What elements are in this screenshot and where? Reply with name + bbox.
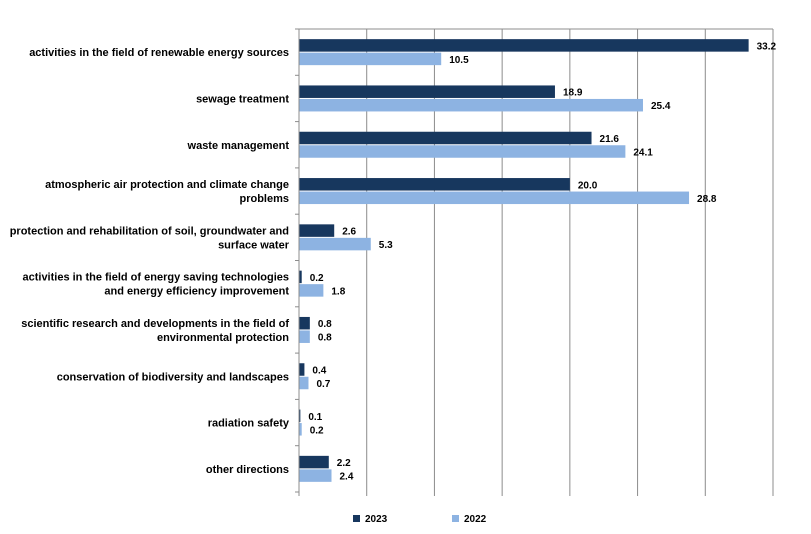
data-label-2022: 0.2 bbox=[310, 425, 324, 436]
bar-2023 bbox=[299, 409, 301, 423]
data-label-2023: 18.9 bbox=[563, 88, 583, 99]
bar-2022 bbox=[299, 145, 626, 158]
bar-2023 bbox=[299, 455, 329, 469]
category-label: activities in the field of energy saving… bbox=[22, 272, 289, 298]
category-label: waste management bbox=[187, 140, 290, 152]
data-label-2023: 20.0 bbox=[578, 180, 598, 191]
bar-2022 bbox=[299, 191, 690, 205]
bar-2022 bbox=[299, 52, 442, 66]
category-label: activities in the field of renewable ene… bbox=[29, 47, 289, 59]
data-label-2023: 0.1 bbox=[308, 412, 322, 423]
data-label-2023: 21.6 bbox=[600, 134, 620, 145]
data-label-2022: 10.5 bbox=[449, 55, 469, 66]
data-label-2022: 0.7 bbox=[316, 379, 330, 390]
data-label-2022: 1.8 bbox=[331, 286, 345, 297]
legend-swatch-2023 bbox=[353, 515, 360, 522]
bar-2023 bbox=[299, 363, 305, 376]
category-labels: activities in the field of renewable ene… bbox=[10, 47, 290, 476]
bar-2022 bbox=[299, 284, 324, 297]
category-label: scientific research and developments in … bbox=[21, 318, 289, 344]
data-label-2022: 0.8 bbox=[318, 333, 332, 344]
category-label: other directions bbox=[206, 464, 289, 476]
data-label-2022: 25.4 bbox=[651, 101, 671, 112]
bar-2022 bbox=[299, 469, 332, 482]
data-label-2022: 24.1 bbox=[633, 148, 653, 159]
bar-2023 bbox=[299, 224, 335, 237]
bar-2023 bbox=[299, 131, 592, 145]
bars bbox=[299, 39, 749, 482]
category-label: atmospheric air protection and climate c… bbox=[45, 179, 289, 205]
bar-2023 bbox=[299, 316, 310, 330]
category-label: sewage treatment bbox=[196, 93, 289, 105]
legend-label-2022: 2022 bbox=[464, 514, 487, 525]
category-label: radiation safety bbox=[208, 418, 290, 430]
data-label-2023: 2.6 bbox=[342, 227, 356, 238]
bar-2023 bbox=[299, 85, 555, 98]
value-labels: 33.2 18.9 21.6 20.0 2.6 0.2 0.8 0.4 0.1 2.2 10.5 25… bbox=[308, 41, 776, 482]
bar-2023 bbox=[299, 178, 570, 191]
bar-2022 bbox=[299, 98, 643, 112]
data-label-2022: 28.8 bbox=[697, 194, 717, 205]
bar-2022 bbox=[299, 237, 371, 251]
gridlines bbox=[299, 28, 774, 492]
bar-2022 bbox=[299, 330, 310, 343]
bar-2023 bbox=[299, 39, 749, 52]
category-label: conservation of biodiversity and landsca… bbox=[57, 371, 289, 383]
y-axis bbox=[295, 28, 774, 496]
legend: 2023 2022 bbox=[353, 514, 487, 525]
data-label-2023: 0.8 bbox=[318, 319, 332, 330]
category-label: protection and rehabilitation of soil, g… bbox=[10, 225, 290, 251]
legend-swatch-2022 bbox=[452, 515, 459, 522]
data-label-2023: 33.2 bbox=[757, 41, 777, 52]
data-label-2023: 2.2 bbox=[337, 458, 351, 469]
bar-2023 bbox=[299, 270, 302, 284]
bar-2022 bbox=[299, 423, 302, 436]
data-label-2022: 2.4 bbox=[340, 472, 354, 483]
data-label-2023: 0.2 bbox=[310, 273, 324, 284]
data-label-2023: 0.4 bbox=[312, 366, 326, 377]
data-label-2022: 5.3 bbox=[379, 240, 393, 251]
bar-2022 bbox=[299, 376, 309, 390]
legend-label-2023: 2023 bbox=[365, 514, 388, 525]
